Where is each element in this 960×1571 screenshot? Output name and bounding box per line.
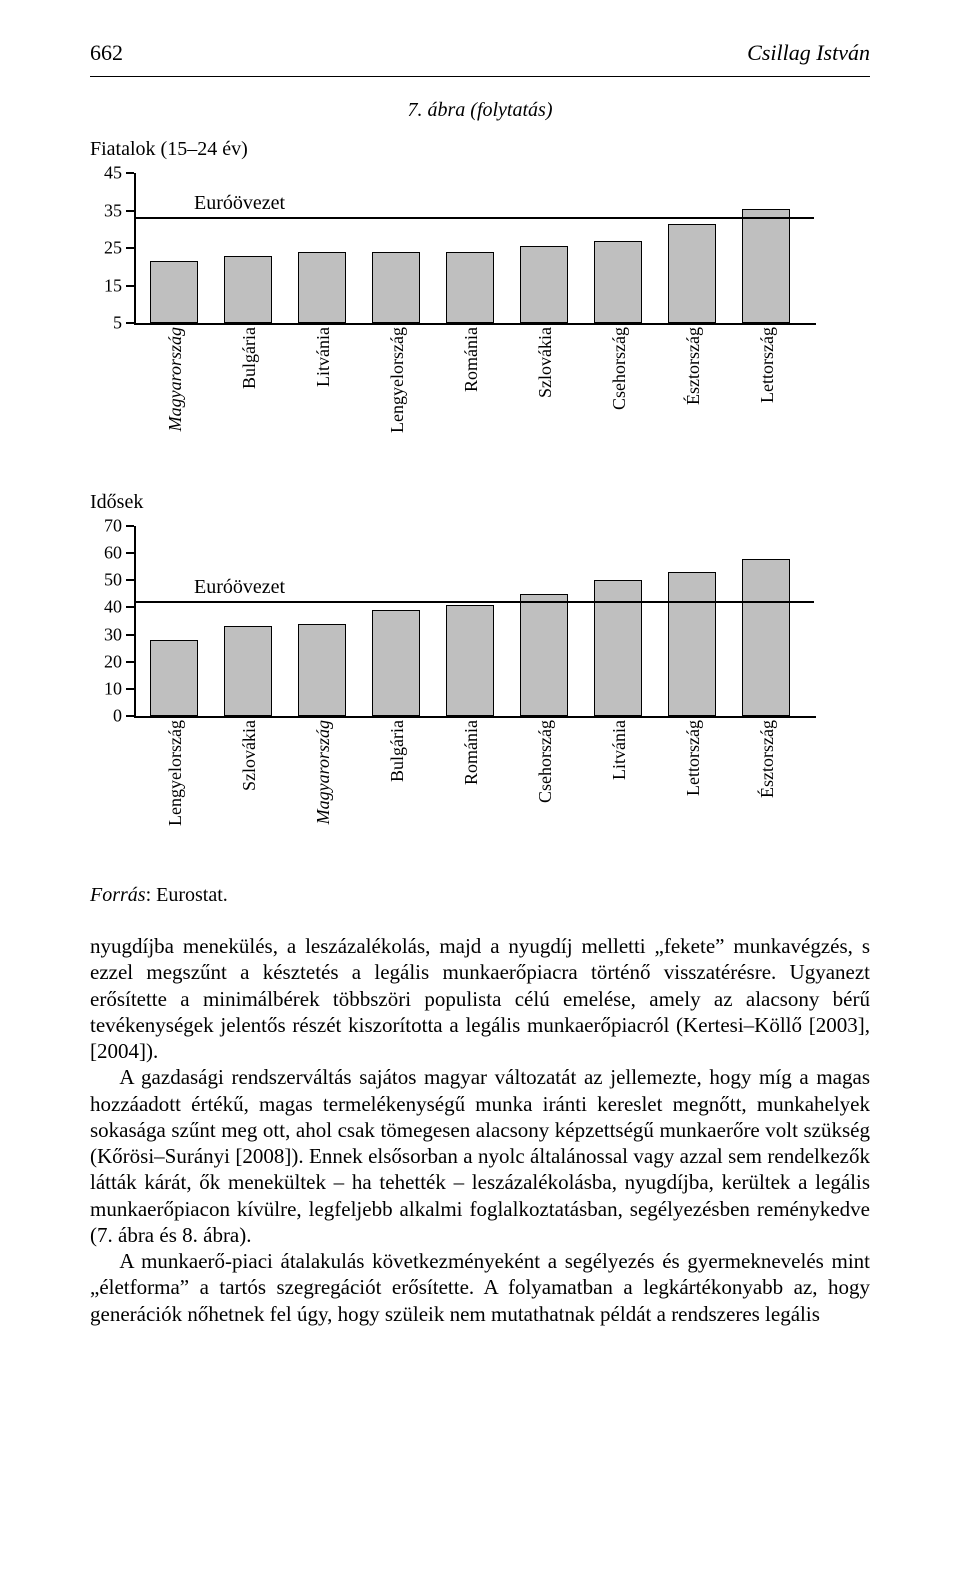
y-tick bbox=[126, 247, 134, 249]
y-tick-label: 0 bbox=[90, 706, 122, 727]
y-tick-label: 30 bbox=[90, 624, 122, 645]
running-head: 662 Csillag István bbox=[90, 40, 870, 66]
bar bbox=[298, 624, 346, 716]
bar bbox=[668, 224, 716, 323]
y-tick bbox=[126, 688, 134, 690]
y-tick-label: 15 bbox=[90, 275, 122, 296]
y-tick-label: 20 bbox=[90, 651, 122, 672]
category-label: Litvánia bbox=[313, 327, 334, 459]
reference-line bbox=[134, 217, 814, 219]
bar bbox=[446, 605, 494, 716]
y-tick-label: 45 bbox=[90, 163, 122, 184]
chart2: 0 10 20 30 40 50 60 70 Lengyelország Szlovákia Mag… bbox=[90, 518, 870, 856]
page: 662 Csillag István 7. ábra (folytatás) F… bbox=[0, 0, 960, 1367]
reference-label: Euróövezet bbox=[194, 192, 285, 215]
category-label: Románia bbox=[461, 720, 482, 852]
page-number: 662 bbox=[90, 40, 123, 66]
bar bbox=[150, 261, 198, 323]
bar bbox=[520, 594, 568, 716]
y-tick bbox=[126, 661, 134, 663]
y-tick bbox=[126, 285, 134, 287]
bar bbox=[298, 252, 346, 323]
category-label: Csehország bbox=[609, 327, 630, 459]
category-label: Lettország bbox=[757, 327, 778, 459]
source-label: Forrás bbox=[90, 884, 146, 906]
y-tick-label: 25 bbox=[90, 238, 122, 259]
category-label: Bulgária bbox=[239, 327, 260, 459]
y-tick bbox=[126, 606, 134, 608]
reference-label: Euróövezet bbox=[194, 576, 285, 599]
y-tick-label: 70 bbox=[90, 516, 122, 537]
body-text: nyugdíjba menekülés, a leszázalékolás, m… bbox=[90, 933, 870, 1327]
category-label: Csehország bbox=[535, 720, 556, 852]
bar bbox=[372, 610, 420, 716]
body-paragraph: A gazdasági rendszerváltás sajátos magya… bbox=[90, 1064, 870, 1248]
y-tick bbox=[126, 525, 134, 527]
bar bbox=[668, 572, 716, 716]
bar bbox=[594, 241, 642, 324]
category-label: Románia bbox=[461, 327, 482, 459]
y-tick bbox=[126, 172, 134, 174]
y-tick-label: 5 bbox=[90, 313, 122, 334]
bar bbox=[446, 252, 494, 323]
bar bbox=[224, 626, 272, 716]
running-head-author: Csillag István bbox=[747, 40, 870, 66]
y-tick bbox=[126, 715, 134, 717]
category-label: Litvánia bbox=[609, 720, 630, 852]
bar bbox=[150, 640, 198, 716]
category-label: Magyarország bbox=[313, 720, 334, 852]
category-label: Lettország bbox=[683, 720, 704, 852]
bar bbox=[372, 252, 420, 323]
bar bbox=[520, 246, 568, 323]
category-label: Észtország bbox=[757, 720, 778, 852]
y-tick-label: 35 bbox=[90, 200, 122, 221]
chart-source: Forrás: Eurostat. bbox=[90, 884, 870, 907]
body-paragraph: nyugdíjba menekülés, a leszázalékolás, m… bbox=[90, 933, 870, 1064]
category-label: Bulgária bbox=[387, 720, 408, 852]
y-tick bbox=[126, 322, 134, 324]
body-paragraph: A munkaerő-piaci átalakulás következmény… bbox=[90, 1248, 870, 1327]
chart2-plot: 0 10 20 30 40 50 60 70 Lengyelország Szlovákia Mag… bbox=[90, 518, 824, 856]
bar bbox=[742, 559, 790, 716]
category-label: Szlovákia bbox=[535, 327, 556, 459]
chart1: 5 15 25 35 45 Magyarország Bulgária Litvánia Len… bbox=[90, 165, 870, 463]
source-value: Eurostat. bbox=[156, 884, 228, 906]
bar bbox=[224, 256, 272, 324]
figure-caption: 7. ábra (folytatás) bbox=[90, 99, 870, 122]
category-label: Szlovákia bbox=[239, 720, 260, 852]
y-tick bbox=[126, 634, 134, 636]
y-tick-label: 10 bbox=[90, 678, 122, 699]
chart2-title: Idősek bbox=[90, 491, 870, 514]
y-tick bbox=[126, 210, 134, 212]
category-label: Lengyelország bbox=[165, 720, 186, 852]
category-label: Észtország bbox=[683, 327, 704, 459]
y-tick-label: 60 bbox=[90, 543, 122, 564]
bar bbox=[742, 209, 790, 323]
y-tick-label: 40 bbox=[90, 597, 122, 618]
running-head-rule bbox=[90, 76, 870, 77]
y-tick bbox=[126, 552, 134, 554]
y-tick bbox=[126, 579, 134, 581]
chart1-title: Fiatalok (15–24 év) bbox=[90, 138, 870, 161]
chart1-plot: 5 15 25 35 45 Magyarország Bulgária Litvánia Len… bbox=[90, 165, 824, 463]
y-tick-label: 50 bbox=[90, 570, 122, 591]
category-label: Lengyelország bbox=[387, 327, 408, 459]
reference-line bbox=[134, 601, 814, 603]
category-label: Magyarország bbox=[165, 327, 186, 459]
